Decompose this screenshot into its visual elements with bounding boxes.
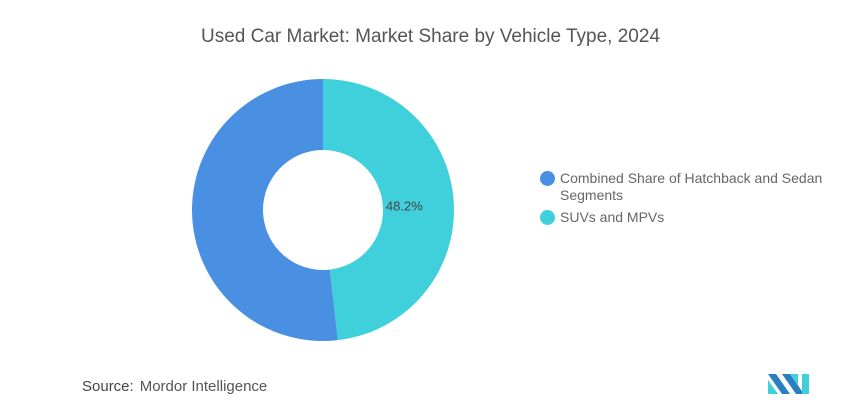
source: Source: Mordor Intelligence [82,378,267,395]
legend-swatch [540,210,555,225]
chart-title: Used Car Market: Market Share by Vehicle… [200,26,661,47]
legend-item-suvs-mpvs[interactable]: SUVs and MPVs [540,209,830,226]
legend: Combined Share of Hatchback and Sedan Se… [540,170,830,231]
legend-item-hatchback-sedan[interactable]: Combined Share of Hatchback and Sedan Se… [540,170,830,204]
donut-slice[interactable] [192,79,338,341]
source-name: Mordor Intelligence [139,378,268,395]
legend-label: Combined Share of Hatchback and Sedan Se… [560,170,823,203]
source-label: Source: [82,378,134,395]
donut-slice[interactable] [323,79,455,341]
mordor-intelligence-logo-icon [768,374,809,394]
data-label: 48.2% [386,198,423,213]
legend-swatch [540,171,555,186]
legend-label: SUVs and MPVs [560,209,665,225]
